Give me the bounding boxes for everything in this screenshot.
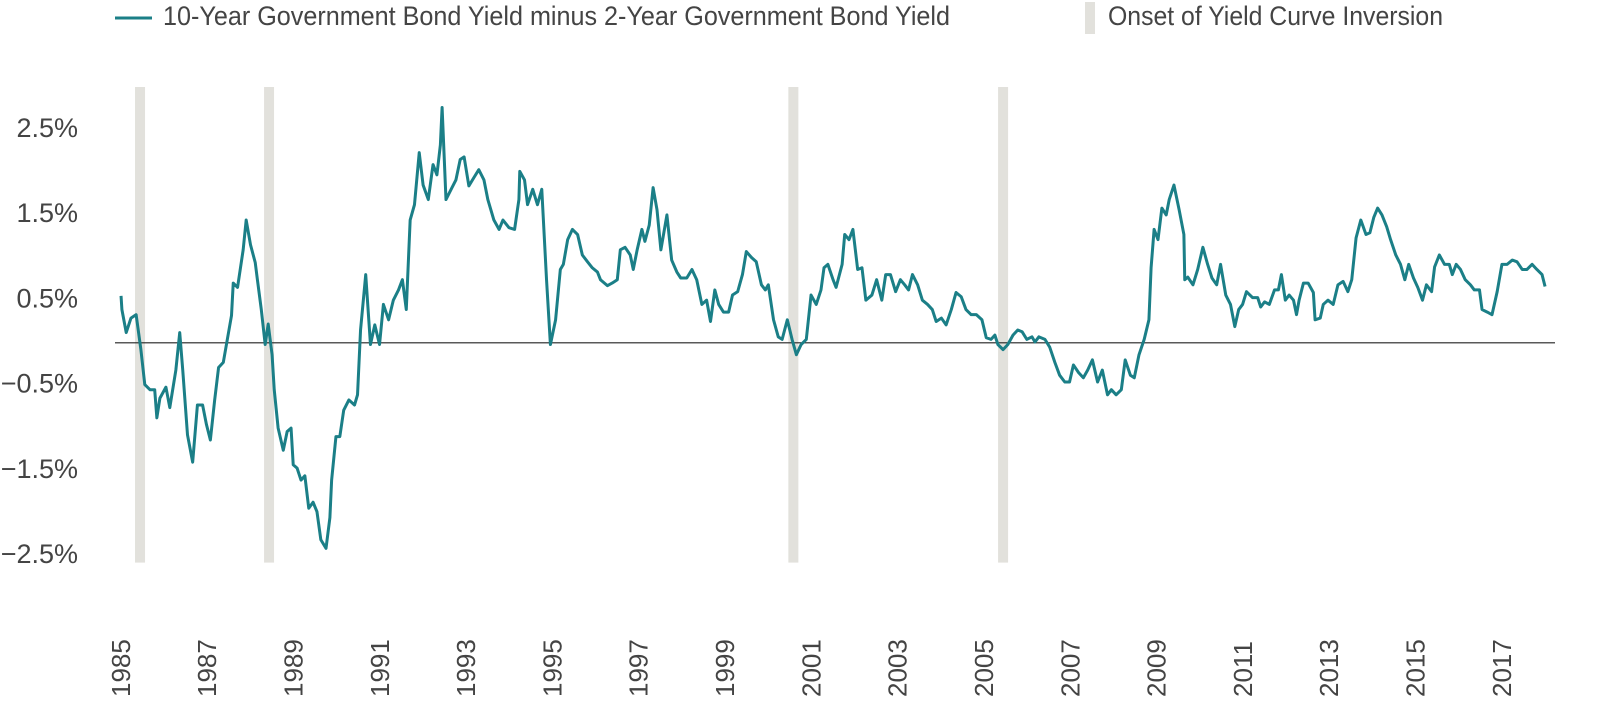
x-tick-label: 2003 <box>883 639 913 697</box>
y-tick-label: 2.5% <box>16 113 78 143</box>
x-tick-label: 1989 <box>279 639 309 697</box>
x-tick-label: 1995 <box>537 639 567 697</box>
x-tick-label: 1999 <box>710 639 740 697</box>
x-tick-label: 2001 <box>796 639 826 697</box>
y-tick-label: 0.5% <box>16 283 78 313</box>
legend-label: Onset of Yield Curve Inversion <box>1108 1 1443 31</box>
inversion-band <box>135 87 146 563</box>
y-tick-label: 1.5% <box>16 198 78 228</box>
x-tick-label: 2011 <box>1228 641 1258 697</box>
inversion-band <box>998 87 1009 563</box>
x-tick-label: 1991 <box>365 639 395 697</box>
legend-band-swatch <box>1085 2 1095 34</box>
x-tick-label: 1997 <box>624 639 654 697</box>
x-tick-label: 2015 <box>1400 639 1430 697</box>
x-tick-label: 2017 <box>1487 639 1517 697</box>
x-tick-label: 2013 <box>1314 639 1344 697</box>
x-tick-label: 2007 <box>1055 639 1085 697</box>
inversion-band <box>788 87 799 563</box>
legend-label: 10-Year Government Bond Yield minus 2-Ye… <box>163 1 950 31</box>
x-tick-label: 2009 <box>1142 639 1172 697</box>
series-line <box>119 105 1547 550</box>
y-tick-label: −2.5% <box>1 539 78 569</box>
x-tick-label: 1987 <box>192 639 222 697</box>
y-tick-label: −1.5% <box>1 454 78 484</box>
x-tick-label: 1985 <box>106 639 136 697</box>
y-tick-label: −0.5% <box>1 369 78 399</box>
x-tick-label: 1993 <box>451 639 481 697</box>
legend: 10-Year Government Bond Yield minus 2-Ye… <box>115 1 1443 34</box>
x-tick-label: 2005 <box>969 639 999 697</box>
